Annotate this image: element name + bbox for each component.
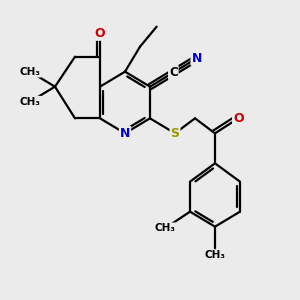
- Text: CH₃: CH₃: [20, 97, 40, 107]
- Text: C: C: [169, 66, 178, 79]
- Text: CH₃: CH₃: [205, 250, 226, 260]
- Text: CH₃: CH₃: [154, 223, 176, 233]
- Text: S: S: [170, 127, 179, 140]
- Text: N: N: [120, 127, 130, 140]
- Text: N: N: [191, 52, 202, 65]
- Text: CH₃: CH₃: [20, 67, 40, 77]
- Text: O: O: [233, 112, 244, 125]
- Text: O: O: [95, 27, 105, 40]
